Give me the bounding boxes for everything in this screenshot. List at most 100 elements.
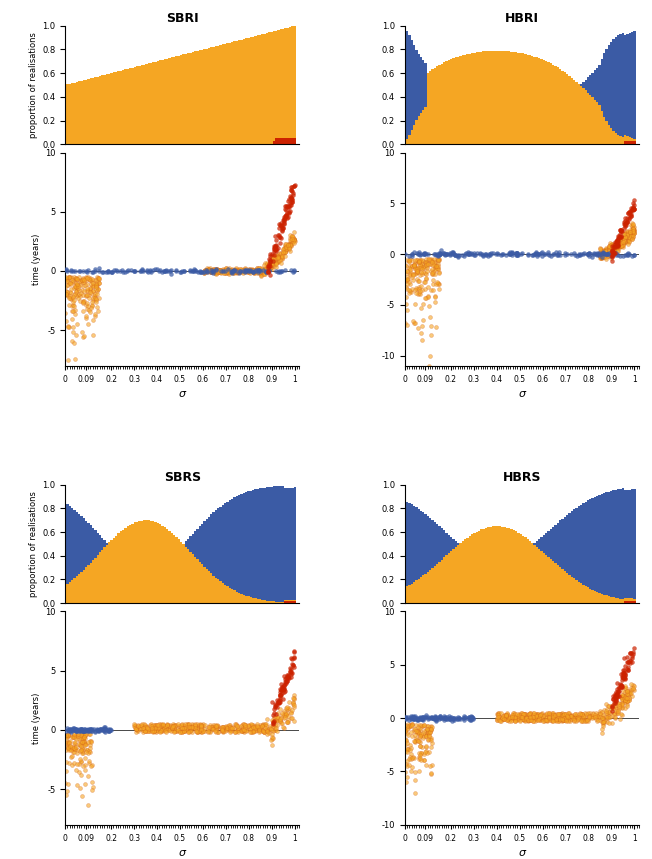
Point — [432, 276, 443, 289]
Point — [416, 727, 426, 740]
Point — [614, 228, 624, 242]
Point — [505, 247, 515, 260]
Point — [625, 687, 635, 701]
Point — [283, 210, 293, 224]
Bar — [480, 529, 482, 603]
Point — [73, 729, 83, 743]
Point — [523, 714, 533, 728]
Point — [177, 723, 188, 737]
Point — [69, 728, 80, 741]
Bar — [420, 577, 422, 603]
Point — [192, 725, 203, 739]
Point — [599, 715, 609, 728]
Point — [576, 707, 587, 721]
Point — [76, 753, 86, 767]
Point — [608, 245, 618, 259]
Bar — [424, 574, 427, 603]
Point — [622, 655, 632, 668]
Point — [77, 283, 87, 297]
Point — [578, 247, 589, 260]
Point — [135, 265, 145, 278]
Point — [78, 279, 88, 293]
Point — [450, 248, 460, 262]
Point — [169, 720, 179, 734]
Point — [612, 231, 623, 245]
Bar — [417, 579, 420, 603]
Point — [162, 718, 172, 732]
Point — [231, 264, 241, 277]
Point — [68, 265, 78, 278]
Point — [183, 724, 193, 738]
Point — [533, 709, 544, 722]
Point — [277, 679, 288, 693]
Bar — [424, 515, 427, 603]
Point — [404, 720, 414, 734]
Point — [256, 269, 266, 283]
Bar — [617, 35, 619, 144]
Point — [215, 265, 225, 278]
Bar — [136, 566, 138, 603]
Point — [401, 274, 411, 288]
Point — [212, 262, 222, 276]
Point — [430, 712, 441, 726]
Point — [68, 304, 79, 318]
Point — [621, 662, 632, 676]
Point — [162, 718, 172, 732]
Point — [531, 246, 541, 259]
Point — [161, 719, 171, 733]
Point — [66, 271, 76, 285]
Point — [621, 230, 631, 244]
Point — [222, 265, 233, 278]
Bar — [87, 523, 89, 603]
Point — [231, 266, 242, 280]
Point — [179, 721, 189, 734]
Point — [278, 221, 288, 235]
Point — [286, 670, 296, 684]
Point — [78, 304, 88, 318]
Point — [605, 242, 615, 256]
Point — [601, 704, 612, 718]
Point — [276, 224, 287, 238]
Bar — [104, 75, 106, 144]
Point — [277, 223, 288, 237]
Point — [79, 735, 89, 749]
Point — [92, 300, 102, 314]
Point — [413, 725, 423, 739]
Point — [286, 667, 297, 680]
Point — [597, 247, 608, 260]
Point — [537, 711, 548, 725]
Point — [221, 722, 231, 735]
Point — [628, 229, 638, 243]
Point — [625, 218, 636, 232]
Point — [256, 265, 267, 279]
Point — [77, 325, 87, 338]
Point — [622, 228, 632, 241]
Point — [227, 264, 237, 277]
Point — [525, 710, 535, 723]
Point — [404, 283, 415, 297]
Point — [77, 789, 87, 803]
Bar — [203, 521, 205, 603]
Bar — [506, 527, 508, 603]
Bar — [284, 28, 287, 138]
Point — [175, 725, 186, 739]
Point — [478, 249, 488, 263]
Point — [138, 723, 148, 737]
Point — [602, 710, 613, 723]
Point — [498, 712, 509, 726]
Point — [423, 290, 434, 304]
Point — [627, 232, 638, 246]
Point — [619, 233, 629, 247]
Point — [175, 718, 186, 732]
Point — [74, 738, 85, 752]
Point — [621, 228, 632, 242]
Point — [253, 263, 263, 277]
Point — [87, 835, 97, 849]
Point — [463, 247, 473, 260]
Point — [612, 235, 623, 248]
Point — [428, 267, 439, 281]
Point — [160, 725, 171, 739]
Point — [70, 741, 80, 755]
Bar — [501, 119, 503, 144]
Point — [618, 237, 629, 251]
